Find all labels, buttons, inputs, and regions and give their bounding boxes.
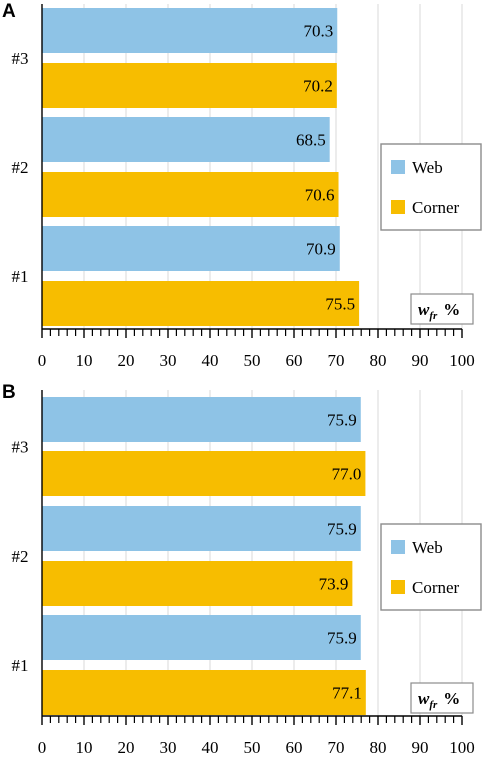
bar-web-0 <box>42 397 361 442</box>
x-tick-label: 20 <box>118 351 135 370</box>
bar-value-label: 70.2 <box>303 77 333 96</box>
legend-label-web: Web <box>412 158 443 177</box>
bar-value-label: 75.9 <box>327 629 357 648</box>
legend-swatch-web <box>391 160 405 174</box>
bar-value-label: 75.5 <box>325 295 355 314</box>
x-tick-label: 40 <box>202 738 219 757</box>
x-tick-label: 100 <box>449 351 475 370</box>
x-tick-label: 100 <box>449 738 475 757</box>
category-label: #1 <box>12 267 29 286</box>
legend-swatch-corner <box>391 580 405 594</box>
bar-corner-2 <box>42 281 360 326</box>
unit-label-text: wfr% <box>418 300 460 322</box>
category-label: #3 <box>12 438 29 457</box>
x-tick-label: 80 <box>370 738 387 757</box>
x-tick-label: 40 <box>202 351 219 370</box>
x-tick-label: 30 <box>160 738 177 757</box>
legend-label-corner: Corner <box>412 198 460 217</box>
bar-value-label: 70.9 <box>306 240 336 259</box>
x-tick-label: 70 <box>328 351 345 370</box>
bar-corner-1 <box>42 172 339 217</box>
unit-percent: % <box>443 689 460 708</box>
x-tick-label: 60 <box>286 351 303 370</box>
bar-value-label: 77.1 <box>332 684 362 703</box>
bar-corner-0 <box>42 63 337 108</box>
x-tick-label: 10 <box>76 738 93 757</box>
legend-label-corner: Corner <box>412 578 460 597</box>
legend: Web Corner <box>380 523 482 611</box>
legend-swatch-web <box>391 540 405 554</box>
unit-label-box <box>410 293 474 325</box>
chart-panel-b: B 75.9 77.0 #3 75.9 73.9 #2 75.9 77.1 #1 0 10 20 30 40… <box>2 382 482 757</box>
bar-value-label: 73.9 <box>319 575 349 594</box>
bar-corner-2 <box>42 670 366 715</box>
unit-variable: w <box>418 300 430 319</box>
x-tick-label: 20 <box>118 738 135 757</box>
unit-subscript: fr <box>429 310 438 322</box>
panel-letter: A <box>2 1 16 22</box>
x-tick-label: 90 <box>412 738 429 757</box>
bar-value-label: 70.6 <box>305 186 335 205</box>
x-tick-label: 70 <box>328 738 345 757</box>
legend: Web Corner <box>380 143 482 231</box>
legend-box <box>380 523 482 611</box>
x-tick-label: 60 <box>286 738 303 757</box>
unit-label: wfr% <box>410 682 474 714</box>
legend-swatch-corner <box>391 200 405 214</box>
bar-value-label: 75.9 <box>327 411 357 430</box>
category-label: #2 <box>12 158 29 177</box>
x-tick-label: 80 <box>370 351 387 370</box>
bar-value-label: 70.3 <box>304 22 334 41</box>
bar-web-2 <box>42 226 340 271</box>
unit-label-box <box>410 682 474 714</box>
chart-panel-a: A 70.3 70.2 #3 68.5 70.6 #2 70.9 75.5 #1 0 10 20 30 40… <box>2 1 482 370</box>
bar-value-label: 77.0 <box>332 465 362 484</box>
bar-corner-0 <box>42 451 366 496</box>
x-tick-label: 10 <box>76 351 93 370</box>
unit-percent: % <box>443 300 460 319</box>
bar-web-1 <box>42 506 361 551</box>
x-tick-label: 50 <box>244 351 261 370</box>
bar-web-0 <box>42 8 338 53</box>
x-tick-label: 0 <box>38 738 47 757</box>
legend-box <box>380 143 482 231</box>
bar-value-label: 75.9 <box>327 520 357 539</box>
x-tick-label: 30 <box>160 351 177 370</box>
bar-value-label: 68.5 <box>296 131 326 150</box>
unit-subscript: fr <box>429 699 438 711</box>
unit-variable: w <box>418 689 430 708</box>
x-tick-label: 90 <box>412 351 429 370</box>
legend-label-web: Web <box>412 538 443 557</box>
bar-corner-1 <box>42 561 353 606</box>
x-tick-label: 50 <box>244 738 261 757</box>
bar-web-1 <box>42 117 330 162</box>
x-tick-label: 0 <box>38 351 47 370</box>
category-label: #3 <box>12 49 29 68</box>
panel-letter: B <box>2 382 16 403</box>
unit-label: wfr% <box>410 293 474 325</box>
bar-web-2 <box>42 615 361 660</box>
unit-label-text: wfr% <box>418 689 460 711</box>
category-label: #1 <box>12 656 29 675</box>
category-label: #2 <box>12 547 29 566</box>
